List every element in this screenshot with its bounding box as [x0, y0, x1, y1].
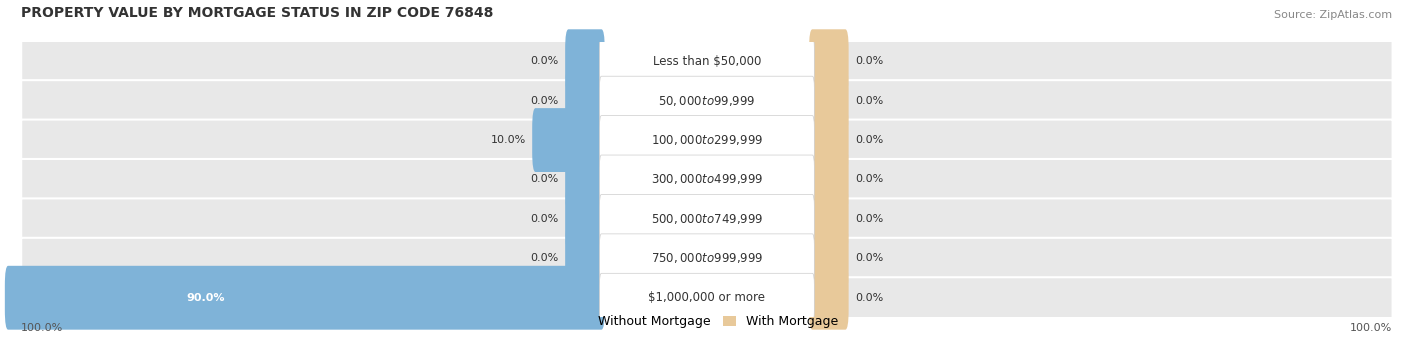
FancyBboxPatch shape [599, 273, 814, 322]
FancyBboxPatch shape [4, 266, 605, 330]
FancyBboxPatch shape [21, 199, 1392, 239]
FancyBboxPatch shape [21, 80, 1392, 121]
Text: 0.0%: 0.0% [855, 96, 883, 106]
FancyBboxPatch shape [808, 148, 849, 211]
FancyBboxPatch shape [21, 277, 1392, 318]
FancyBboxPatch shape [808, 108, 849, 172]
Legend: Without Mortgage, With Mortgage: Without Mortgage, With Mortgage [571, 310, 844, 333]
FancyBboxPatch shape [565, 69, 605, 133]
Text: 0.0%: 0.0% [855, 135, 883, 145]
FancyBboxPatch shape [599, 76, 814, 125]
Text: 100.0%: 100.0% [1350, 323, 1392, 333]
FancyBboxPatch shape [565, 148, 605, 211]
Text: Less than $50,000: Less than $50,000 [652, 55, 761, 68]
Text: $50,000 to $99,999: $50,000 to $99,999 [658, 94, 755, 108]
FancyBboxPatch shape [21, 41, 1392, 82]
FancyBboxPatch shape [808, 226, 849, 290]
Text: Source: ZipAtlas.com: Source: ZipAtlas.com [1274, 10, 1392, 20]
FancyBboxPatch shape [21, 159, 1392, 200]
Text: PROPERTY VALUE BY MORTGAGE STATUS IN ZIP CODE 76848: PROPERTY VALUE BY MORTGAGE STATUS IN ZIP… [21, 6, 494, 20]
FancyBboxPatch shape [599, 155, 814, 204]
Text: 0.0%: 0.0% [855, 293, 883, 303]
Text: 10.0%: 10.0% [491, 135, 526, 145]
Text: 90.0%: 90.0% [186, 293, 225, 303]
Text: $100,000 to $299,999: $100,000 to $299,999 [651, 133, 763, 147]
Text: 100.0%: 100.0% [21, 323, 63, 333]
Text: $750,000 to $999,999: $750,000 to $999,999 [651, 251, 763, 265]
FancyBboxPatch shape [565, 187, 605, 251]
Text: 0.0%: 0.0% [855, 174, 883, 185]
Text: 0.0%: 0.0% [855, 253, 883, 263]
FancyBboxPatch shape [808, 69, 849, 133]
Text: 0.0%: 0.0% [855, 214, 883, 224]
Text: 0.0%: 0.0% [530, 214, 558, 224]
FancyBboxPatch shape [21, 120, 1392, 160]
FancyBboxPatch shape [599, 234, 814, 283]
FancyBboxPatch shape [808, 266, 849, 330]
Text: 0.0%: 0.0% [530, 253, 558, 263]
FancyBboxPatch shape [599, 194, 814, 243]
Text: 0.0%: 0.0% [530, 174, 558, 185]
Text: 0.0%: 0.0% [530, 96, 558, 106]
Text: $1,000,000 or more: $1,000,000 or more [648, 291, 765, 304]
FancyBboxPatch shape [565, 29, 605, 93]
FancyBboxPatch shape [565, 226, 605, 290]
FancyBboxPatch shape [21, 238, 1392, 279]
Text: $300,000 to $499,999: $300,000 to $499,999 [651, 172, 763, 186]
Text: 0.0%: 0.0% [530, 56, 558, 66]
FancyBboxPatch shape [533, 108, 605, 172]
FancyBboxPatch shape [808, 29, 849, 93]
FancyBboxPatch shape [808, 187, 849, 251]
FancyBboxPatch shape [599, 37, 814, 86]
FancyBboxPatch shape [599, 116, 814, 165]
Text: $500,000 to $749,999: $500,000 to $749,999 [651, 212, 763, 226]
Text: 0.0%: 0.0% [855, 56, 883, 66]
